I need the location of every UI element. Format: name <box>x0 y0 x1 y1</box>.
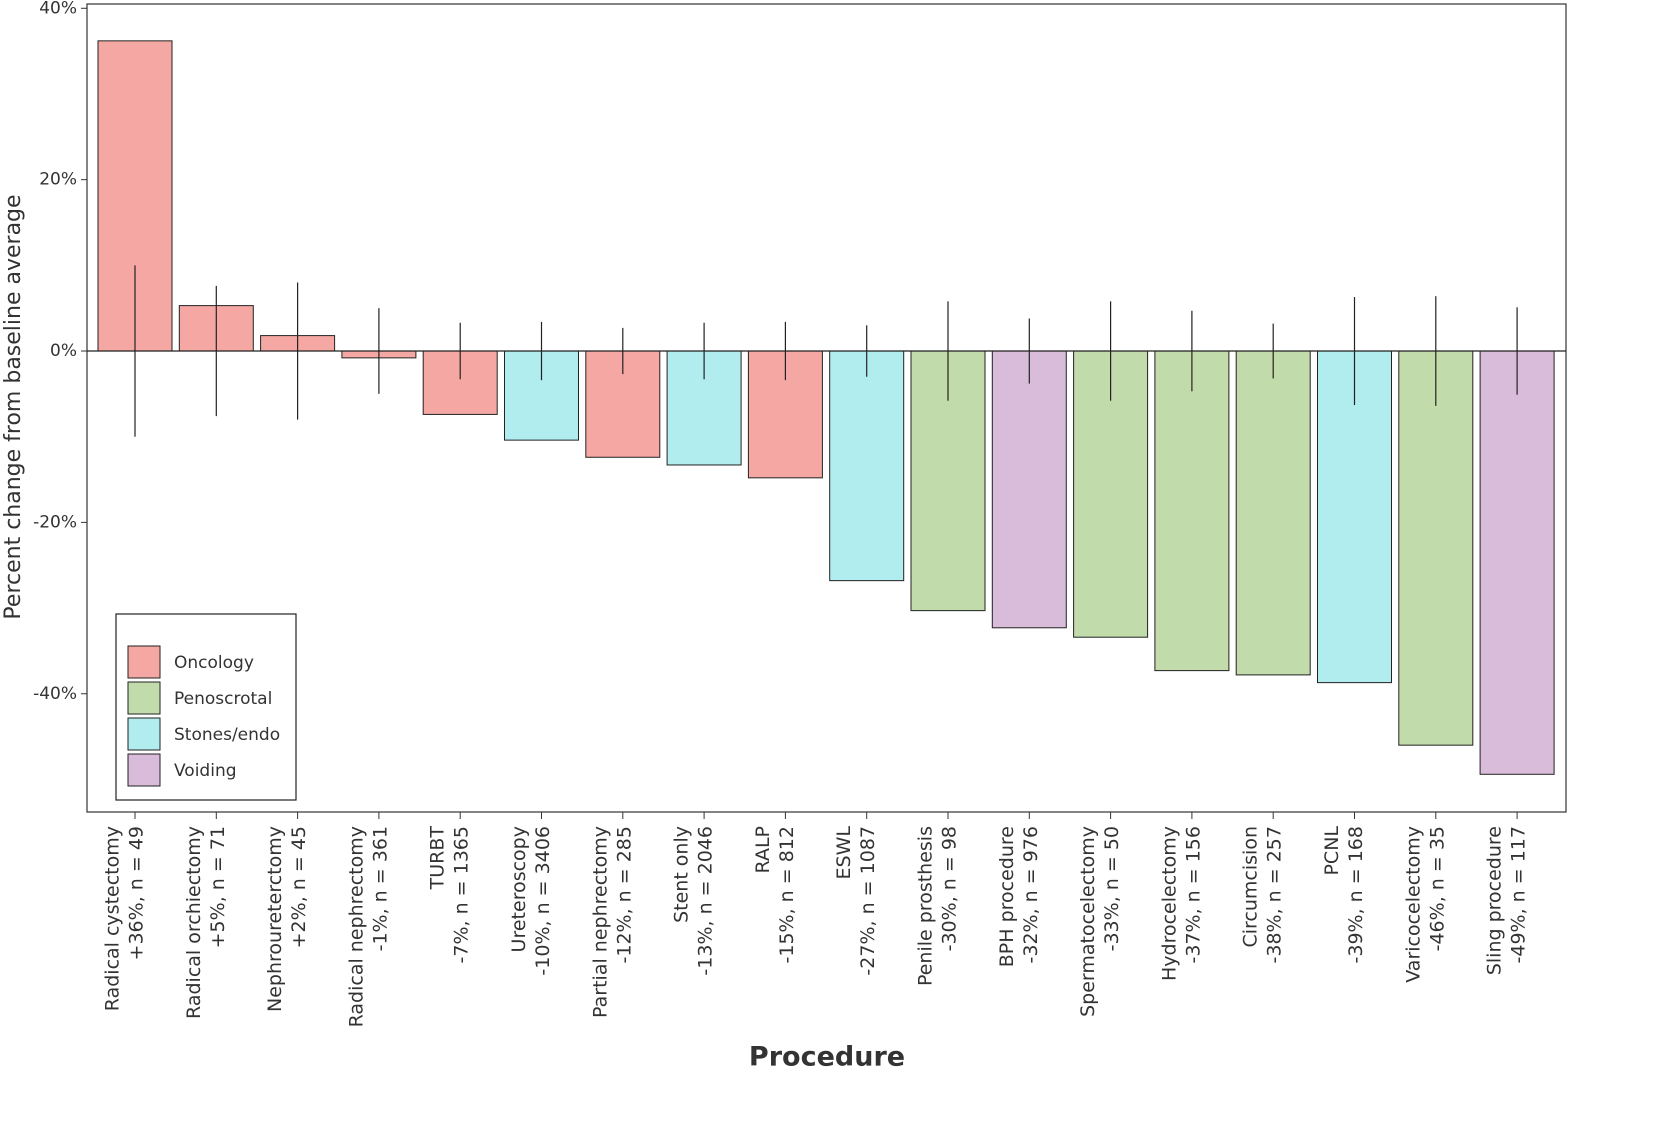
x-tick-label: Radical cystectomy <box>102 826 124 1011</box>
legend-key <box>127 645 161 679</box>
x-tick-label: -37%, n = 156 <box>1182 826 1204 963</box>
x-tick-label: PCNL <box>1321 826 1343 876</box>
x-tick-label: Stent only <box>671 826 693 923</box>
bar <box>991 350 1067 629</box>
x-axis-title: Procedure <box>749 1042 905 1073</box>
legend-key <box>127 681 161 715</box>
x-tick-label: -27%, n = 1087 <box>857 826 879 976</box>
y-tick-label: 0% <box>50 341 77 361</box>
x-tick-label: +36%, n = 49 <box>126 826 148 960</box>
legend-key <box>127 717 161 751</box>
x-tick-label: -46%, n = 35 <box>1426 826 1448 951</box>
legend-label: Voiding <box>174 761 237 781</box>
plot-frame <box>86 3 1567 813</box>
bar <box>1154 350 1230 672</box>
y-axis-title: Percent change from baseline average <box>1 194 26 619</box>
x-tick-label: -1%, n = 361 <box>369 826 391 951</box>
x-tick-label: -32%, n = 976 <box>1020 826 1042 963</box>
bar <box>1317 350 1392 684</box>
x-tick-label: Sling procedure <box>1484 826 1506 975</box>
y-tick-label: -20% <box>33 512 77 532</box>
y-tick-label: 40% <box>39 0 77 18</box>
x-tick-label: -33%, n = 50 <box>1101 826 1123 951</box>
x-tick-label: +2%, n = 45 <box>288 826 310 948</box>
x-tick-label: Ureteroscopy <box>508 826 530 952</box>
x-tick-label: BPH procedure <box>996 826 1018 967</box>
x-tick-label: Penile prosthesis <box>915 826 937 986</box>
x-tick-label: ESWL <box>833 826 855 880</box>
x-tick-label: Hydrocelectomy <box>1158 826 1180 981</box>
x-tick-label: -39%, n = 168 <box>1345 826 1367 963</box>
legend-label: Penoscrotal <box>174 689 272 709</box>
x-tick-label: -10%, n = 3406 <box>532 826 554 976</box>
x-tick-label: Partial nephrectomy <box>589 826 611 1018</box>
x-tick-label: RALP <box>752 826 774 873</box>
y-tick-label: -40% <box>33 684 77 704</box>
x-tick-label: +5%, n = 71 <box>207 826 229 948</box>
x-tick-label: TURBT <box>427 826 449 891</box>
x-tick-label: -7%, n = 1365 <box>451 826 473 963</box>
x-tick-label: Radical orchiectomy <box>183 826 205 1019</box>
legend-label: Oncology <box>174 653 254 673</box>
bar <box>1398 350 1474 746</box>
bar <box>829 350 905 582</box>
x-tick-label: Nephroureterctomy <box>264 826 286 1012</box>
x-tick-label: Spermatocelectomy <box>1077 826 1099 1017</box>
x-tick-label: -38%, n = 257 <box>1264 826 1286 963</box>
x-tick-label: Circumcision <box>1240 826 1262 948</box>
x-tick-label: -30%, n = 98 <box>939 826 961 951</box>
x-tick-label: Varicocelectomy <box>1402 826 1424 983</box>
x-tick-label: Radical nephrectomy <box>345 826 367 1027</box>
x-tick-label: -49%, n = 117 <box>1508 826 1530 963</box>
y-tick-label: 20% <box>39 170 77 190</box>
legend-key <box>127 753 161 787</box>
x-tick-label: -12%, n = 285 <box>613 826 635 963</box>
bar <box>1479 350 1555 775</box>
x-tick-label: -15%, n = 812 <box>776 826 798 963</box>
x-tick-label: -13%, n = 2046 <box>695 826 717 976</box>
bar <box>1235 350 1311 676</box>
legend-label: Stones/endo <box>174 725 280 745</box>
